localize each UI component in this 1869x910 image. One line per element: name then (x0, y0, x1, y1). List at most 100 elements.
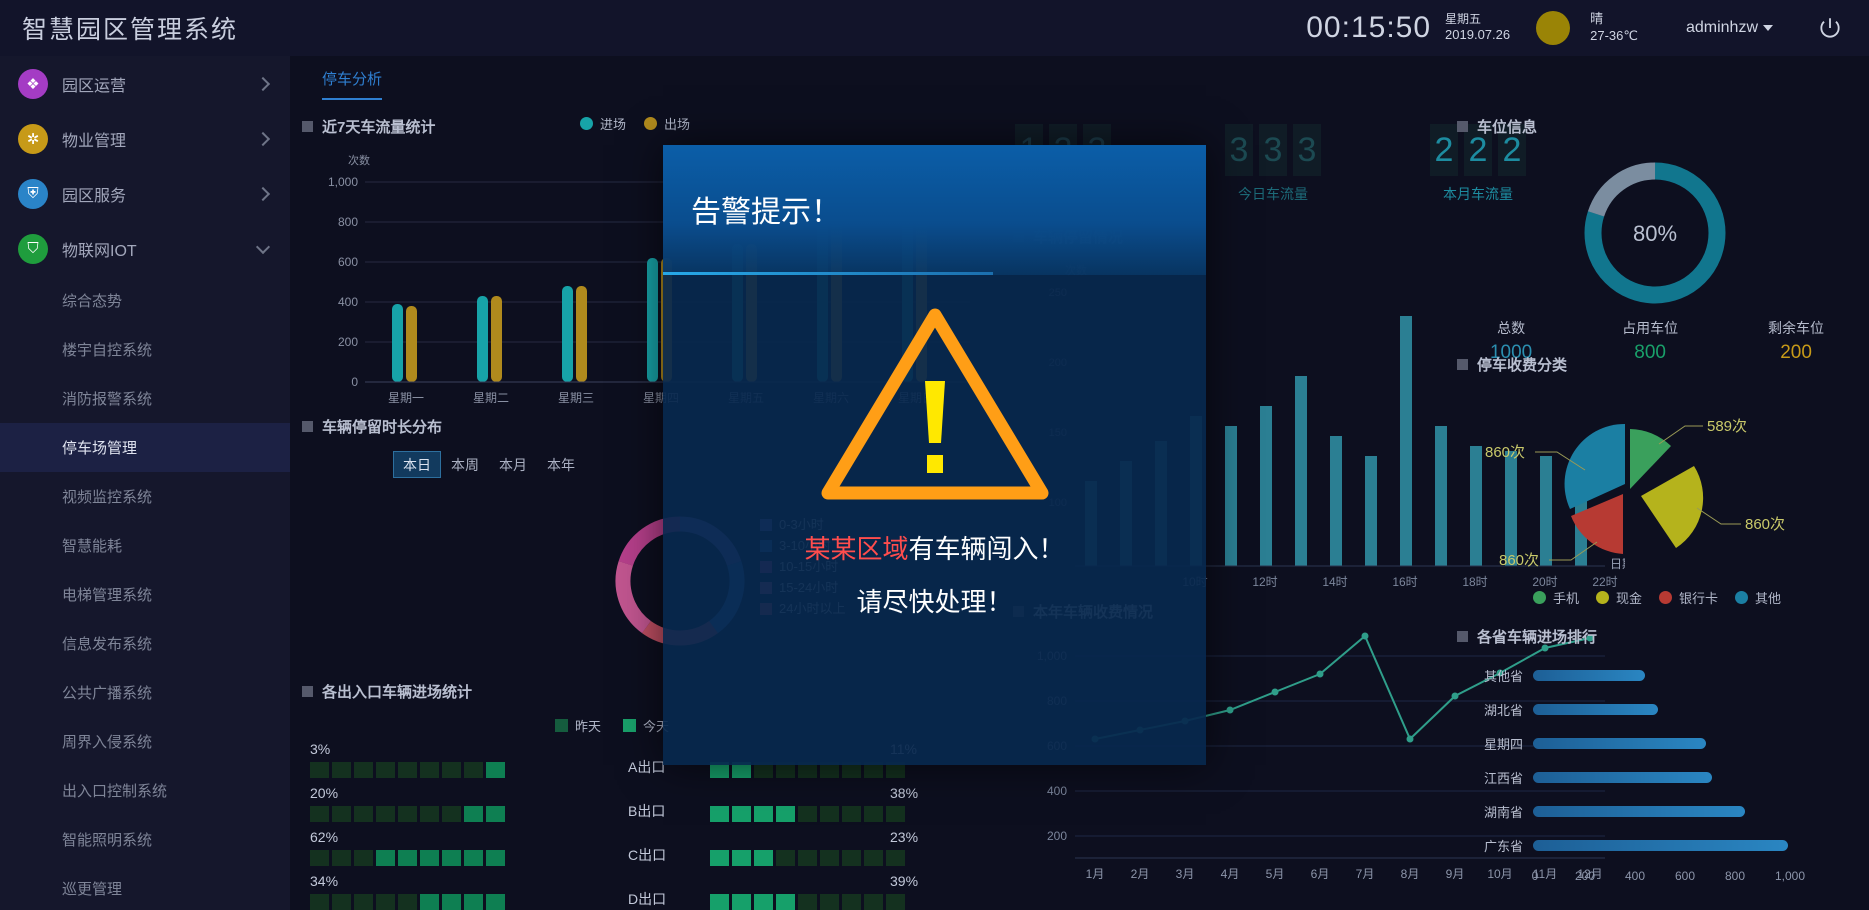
entrance-cell (486, 850, 505, 866)
sidebar-item-elevator[interactable]: 电梯管理系统 (0, 570, 290, 619)
entrance-right-cells (710, 894, 905, 910)
panel-title-text: 各省车辆进场排行 (1477, 629, 1598, 646)
sidebar-item-fire-alarm[interactable]: 消防报警系统 (0, 374, 290, 423)
entrance-cell (442, 762, 461, 778)
sidebar-group-property-management[interactable]: ✲ 物业管理 (0, 111, 290, 166)
legend-label: 出场 (664, 117, 691, 132)
duration-tab-year[interactable]: 本年 (547, 456, 575, 473)
entrance-cell (420, 806, 439, 822)
entrance-cell (732, 850, 751, 866)
sidebar-group-label: 园区服务 (62, 187, 127, 205)
entrance-cell (376, 850, 395, 866)
entrance-cell (464, 894, 483, 910)
province-axis: 0 200 400 600 800 1,000 (1532, 869, 1806, 883)
sidebar-item-video-surveillance[interactable]: 视频监控系统 (0, 472, 290, 521)
xtick: 800 (1725, 869, 1745, 883)
fee-value-label: 589次 (1707, 418, 1747, 435)
power-logout-button[interactable] (1817, 15, 1843, 41)
panel-title-text: 车辆停留时长分布 (322, 419, 443, 436)
entrance-row: 62% C出口 23% (310, 829, 990, 876)
alert-message-rest: 有车辆闯入！ (908, 534, 1065, 564)
duration-tab-month[interactable]: 本月 (499, 456, 527, 473)
sidebar-item-label: 周界入侵系统 (62, 734, 153, 751)
sidebar-item-parking[interactable]: 停车场管理 (0, 423, 290, 472)
sidebar-group-park-operation[interactable]: ❖ 园区运营 (0, 56, 290, 111)
sidebar-item-building-automation[interactable]: 楼宇自控系统 (0, 325, 290, 374)
sidebar-item-info-publish[interactable]: 信息发布系统 (0, 619, 290, 668)
sidebar-item-comprehensive[interactable]: 综合态势 (0, 276, 290, 325)
sidebar-group-iot[interactable]: ⛉ 物联网IOT (0, 221, 290, 276)
right-column: 车位信息 80% 总数 1000 占用车位 800 剩余车 (1445, 106, 1869, 910)
province-name: 其他省 (1483, 668, 1523, 684)
panel-marker-icon (1457, 359, 1468, 370)
tab-parking-analysis[interactable]: 停车分析 (322, 68, 383, 100)
panel-title-text: 近7天车流量统计 (322, 119, 436, 136)
legend-item-cash[interactable]: 现金 (1595, 588, 1642, 607)
xtick: 600 (1675, 869, 1695, 883)
duration-tab-group: 本日 本周 本月 本年 (393, 451, 585, 478)
legend-item-entry[interactable]: 进场 (580, 114, 626, 133)
panel-title-text: 停车收费分类 (1477, 357, 1568, 374)
user-menu[interactable]: adminhzw (1686, 19, 1773, 37)
entrance-cell (710, 762, 729, 778)
entrance-cell (886, 850, 905, 866)
entrance-cell (732, 806, 751, 822)
sidebar-item-energy[interactable]: 智慧能耗 (0, 521, 290, 570)
date-label: 2019.07.26 (1445, 27, 1511, 43)
counter-digits: 3 3 3 (1225, 124, 1321, 176)
sidebar-item-smart-lighting[interactable]: 智能照明系统 (0, 815, 290, 864)
entrance-cell (776, 850, 795, 866)
entrance-cell (464, 806, 483, 822)
stat-value: 200 (1780, 342, 1812, 363)
sidebar-item-perimeter-intrusion[interactable]: 周界入侵系统 (0, 717, 290, 766)
legend-item-card[interactable]: 银行卡 (1659, 588, 1718, 607)
sidebar-item-access-control[interactable]: 出入口控制系统 (0, 766, 290, 815)
duration-tab-week[interactable]: 本周 (451, 456, 479, 473)
panel-title-week-flow: 近7天车流量统计 (302, 116, 435, 137)
sidebar-item-public-broadcast[interactable]: 公共广播系统 (0, 668, 290, 717)
ytick: 1,000 (328, 175, 358, 189)
xtick: 22时 (1592, 575, 1617, 589)
entrance-cell (820, 806, 839, 822)
sidebar-group-park-service[interactable]: ⛨ 园区服务 (0, 166, 290, 221)
entrance-cell (486, 762, 505, 778)
legend-item-other[interactable]: 其他 (1735, 588, 1781, 607)
entrance-cell (886, 806, 905, 822)
counter-today-flow: 3 3 3 今日车流量 (1225, 124, 1321, 204)
stat-remaining: 剩余车位 200 (1768, 318, 1824, 364)
legend-label: 进场 (600, 117, 627, 132)
weekday-label: 星期五 (1445, 12, 1482, 27)
legend-label: 今天 (643, 719, 670, 734)
entrance-name: B出口 (628, 803, 666, 819)
counter-label: 本月车流量 (1443, 186, 1513, 202)
counter-digits: 2 2 2 (1430, 124, 1526, 176)
panel-title-entrance: 各出入口车辆进场统计 (302, 681, 472, 702)
counter-digit: 3 (1293, 124, 1321, 176)
sidebar-item-patrol[interactable]: 巡更管理 (0, 864, 290, 910)
entrance-cell (332, 762, 351, 778)
entrance-cell (798, 762, 817, 778)
legend-item-exit[interactable]: 出场 (644, 114, 690, 133)
entrance-cell (310, 894, 329, 910)
entrance-cell (376, 806, 395, 822)
entrance-cell (886, 894, 905, 910)
legend-item-mobile[interactable]: 手机 (1532, 588, 1579, 607)
counter-month-flow: 2 2 2 本月车流量 (1430, 124, 1526, 204)
legend-item-yesterday[interactable]: 昨天 (555, 716, 601, 735)
fee-value-label: 860次 (1745, 516, 1785, 533)
duration-tab-today[interactable]: 本日 (393, 451, 441, 478)
entrance-left-percent: 20% (310, 785, 339, 801)
legend-label: 手机 (1552, 591, 1579, 606)
province-bar (1533, 839, 1788, 851)
alert-dialog[interactable]: 告警提示！ 某某区域有车辆闯入！ 请尽快处理！ (663, 145, 1206, 765)
legend-item-today[interactable]: 今天 (623, 716, 669, 735)
xtick: 1月 (1086, 867, 1105, 881)
entrance-cell (798, 894, 817, 910)
xtick: 10月 (1487, 867, 1512, 881)
province-row: 江西省 (1445, 760, 1869, 794)
xtick: 200 (1575, 869, 1595, 883)
panel-title-fee-category: 停车收费分类 (1457, 354, 1567, 375)
entrance-cell (464, 762, 483, 778)
xtick: 11月 (1533, 867, 1557, 881)
entrance-cell (842, 762, 861, 778)
